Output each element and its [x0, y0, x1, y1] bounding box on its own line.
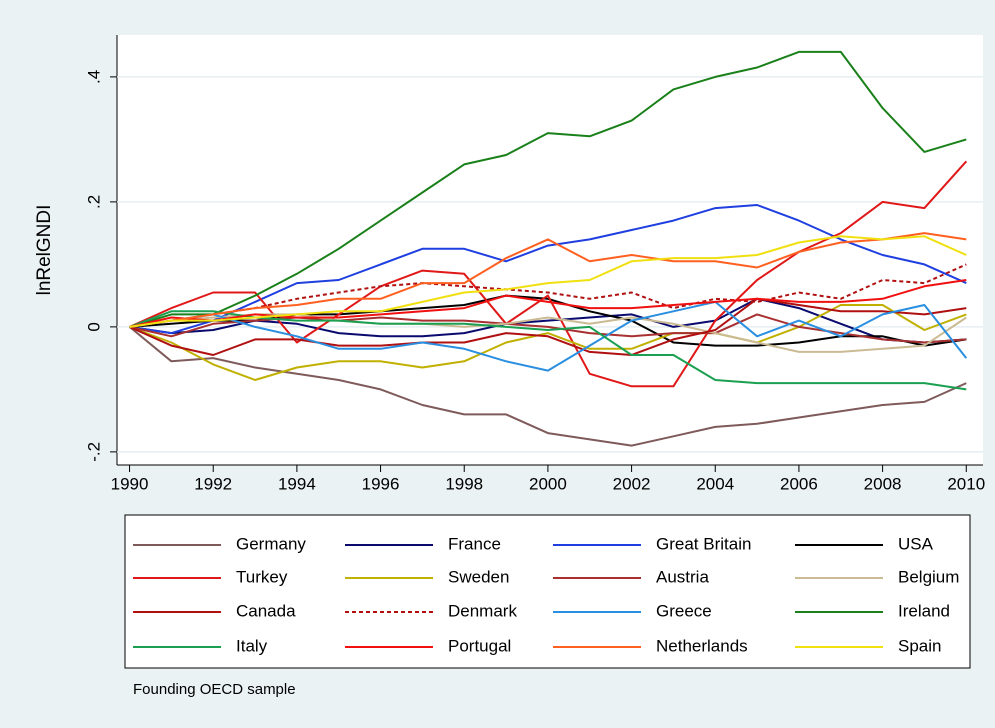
series-line [129, 50, 967, 328]
note: Founding OECD sample [133, 681, 296, 698]
series-line [129, 304, 967, 381]
legend-label: USA [898, 534, 934, 553]
series-line [129, 279, 967, 328]
y-tick-label: .4 [84, 70, 103, 84]
y-axis-label: lnRelGNDI [34, 205, 55, 296]
legend-label: Portugal [448, 636, 511, 655]
series-line [129, 235, 967, 328]
x-tick-label: 2010 [947, 474, 985, 493]
legend-box [124, 514, 971, 669]
series-line [128, 326, 967, 447]
y-tick-label: .2 [84, 195, 103, 209]
y-tick-label: -.2 [84, 442, 103, 462]
x-tick-label: 1990 [111, 474, 149, 493]
series-line [129, 300, 968, 372]
series-line [129, 263, 967, 328]
series-line [129, 232, 967, 328]
legend-label: Belgium [898, 567, 959, 586]
y-tick-label: 0 [84, 322, 103, 331]
legend-label: Italy [236, 636, 268, 655]
x-tick-label: 1994 [278, 474, 316, 493]
x-tick-label: 2008 [864, 474, 902, 493]
x-tick-label: 1992 [194, 474, 232, 493]
series-line [129, 204, 967, 335]
series-line [129, 313, 967, 353]
x-tick-label: 2000 [529, 474, 567, 493]
legend-label: Denmark [448, 601, 517, 620]
legend-label: Great Britain [656, 534, 751, 553]
x-tick-label: 2006 [780, 474, 818, 493]
series-line [129, 297, 967, 344]
legend-label: Germany [236, 534, 306, 553]
series-line [129, 310, 967, 391]
legend-label: Spain [898, 636, 941, 655]
legend-label: France [448, 534, 501, 553]
legend-label: Ireland [898, 601, 950, 620]
legend-label: Turkey [236, 567, 288, 586]
legend-label: Sweden [448, 567, 509, 586]
legend-label: Austria [656, 567, 709, 586]
series-line [129, 297, 967, 356]
x-tick-label: 2004 [696, 474, 734, 493]
x-tick-label: 1998 [445, 474, 483, 493]
x-tick-label: 2002 [613, 474, 651, 493]
legend-label: Netherlands [656, 636, 748, 655]
legend-label: Canada [236, 601, 296, 620]
plot-area [117, 35, 983, 465]
legend-label: Greece [656, 601, 712, 620]
x-tick-label: 1996 [362, 474, 400, 493]
